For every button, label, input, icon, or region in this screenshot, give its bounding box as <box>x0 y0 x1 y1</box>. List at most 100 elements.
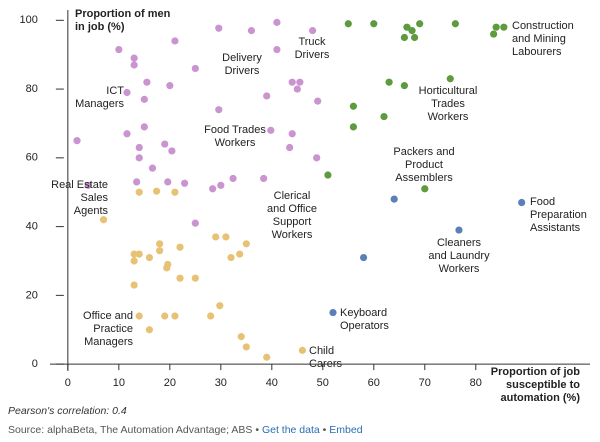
point <box>400 82 408 90</box>
link[interactable]: Get the data <box>262 424 320 436</box>
annotation: Managers <box>84 336 133 348</box>
point <box>408 27 416 35</box>
point <box>140 95 148 103</box>
y-tick-label: 20 <box>26 289 38 301</box>
point <box>242 343 250 351</box>
point <box>133 178 141 186</box>
point <box>215 24 223 32</box>
point <box>143 78 151 86</box>
y-axis-title: in job (%) <box>75 21 125 33</box>
point <box>123 88 131 97</box>
annotation: Drivers <box>295 49 330 61</box>
annotation: Child <box>309 345 334 357</box>
y-axis-title: Proportion of men <box>75 8 171 20</box>
point <box>273 45 281 54</box>
point <box>380 112 388 121</box>
point <box>309 27 317 35</box>
annotation: Practice <box>93 323 133 335</box>
annotation: Operators <box>340 320 389 332</box>
point <box>171 188 179 196</box>
annotation: Drivers <box>225 65 260 77</box>
point <box>164 178 172 186</box>
point <box>267 126 275 134</box>
point <box>73 137 81 145</box>
point <box>215 106 223 114</box>
point <box>385 78 393 86</box>
point <box>260 174 268 183</box>
point <box>314 97 322 105</box>
point <box>263 353 271 361</box>
point <box>130 61 138 69</box>
annotation: Truck <box>298 36 326 48</box>
annotation: Delivery <box>222 52 262 64</box>
annotation: and Mining <box>512 33 566 45</box>
point <box>135 250 143 258</box>
source: Source: alphaBeta, The Automation Advant… <box>8 424 363 436</box>
point <box>329 308 337 317</box>
point <box>191 219 199 227</box>
point <box>145 326 154 334</box>
x-tick-label: 20 <box>164 377 176 389</box>
point <box>298 346 307 354</box>
annotation: Labourers <box>512 46 562 58</box>
annotation: Workers <box>439 263 480 275</box>
annotation: Managers <box>75 98 124 110</box>
point <box>135 143 143 152</box>
annotation: Sales <box>80 192 108 204</box>
x-tick-label: 40 <box>266 377 278 389</box>
point <box>349 123 357 131</box>
point <box>237 333 245 341</box>
point <box>171 312 179 320</box>
annotation: and Office <box>267 203 317 215</box>
point <box>288 130 296 138</box>
x-tick-label: 30 <box>215 377 227 389</box>
point <box>152 187 161 195</box>
point <box>164 260 172 269</box>
point <box>130 250 138 258</box>
point <box>216 302 224 310</box>
annotation: Support <box>273 216 312 228</box>
point <box>293 85 301 93</box>
point <box>166 82 174 90</box>
x-tick-label: 70 <box>419 377 431 389</box>
point <box>227 253 235 262</box>
link[interactable]: Embed <box>329 424 362 436</box>
point <box>273 18 281 26</box>
x-axis-title: automation (%) <box>501 392 581 404</box>
x-tick-label: 0 <box>65 377 71 389</box>
annotation: Workers <box>428 111 469 123</box>
annotation: Agents <box>74 205 109 217</box>
point <box>446 75 454 83</box>
point <box>161 140 169 148</box>
point <box>156 247 164 255</box>
point <box>115 45 123 54</box>
point <box>130 257 138 265</box>
point <box>296 78 304 86</box>
point <box>288 78 296 86</box>
x-tick-label: 60 <box>368 377 380 389</box>
point <box>451 20 459 28</box>
point <box>400 33 408 42</box>
x-tick-label: 10 <box>113 377 125 389</box>
y-tick-label: 0 <box>32 358 38 370</box>
annotation: Food Trades <box>204 124 266 136</box>
point <box>191 64 199 73</box>
annotation: Office and <box>83 310 133 322</box>
point <box>181 179 189 187</box>
point <box>191 274 199 282</box>
point <box>145 253 154 262</box>
point <box>263 92 271 100</box>
annotation: Packers and <box>393 146 454 158</box>
footnote: Pearson's correlation: 0.4 <box>8 405 127 417</box>
point <box>236 250 244 258</box>
point <box>176 274 184 282</box>
point <box>416 20 424 28</box>
y-tick-label: 80 <box>26 83 38 95</box>
point <box>390 195 398 203</box>
point <box>455 226 463 234</box>
source-text: Source: alphaBeta, The Automation Advant… <box>8 424 252 436</box>
annotation: Construction <box>512 20 574 32</box>
annotation: Real Estate <box>51 179 108 191</box>
separator: • <box>255 424 259 436</box>
point <box>500 23 508 31</box>
